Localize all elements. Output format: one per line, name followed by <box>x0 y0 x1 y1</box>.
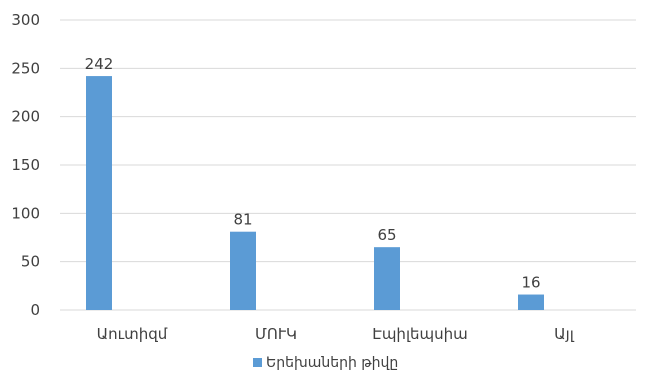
y-tick-label: 0 <box>30 301 40 319</box>
x-category-label: Աուտիզմ <box>97 325 168 343</box>
y-tick-label: 200 <box>11 108 40 126</box>
legend: Երեխաների թիվը <box>253 355 398 371</box>
bar <box>86 76 112 310</box>
gridlines <box>60 19 636 311</box>
legend-swatch <box>253 358 262 367</box>
y-tick-label: 150 <box>11 156 40 174</box>
data-label: 65 <box>377 226 396 244</box>
y-tick-label: 250 <box>11 59 40 77</box>
data-label: 242 <box>85 55 114 73</box>
y-tick-label: 100 <box>11 204 40 222</box>
x-category-label: Էպիլեպսիա <box>372 325 468 343</box>
bar <box>374 247 400 310</box>
bars <box>86 76 544 310</box>
data-label: 16 <box>521 274 540 292</box>
y-tick-label: 300 <box>11 11 40 29</box>
data-labels: 242 81 65 16 <box>85 55 541 291</box>
data-label: 81 <box>233 211 252 229</box>
legend-label: Երեխաների թիվը <box>266 355 398 371</box>
bar <box>230 231 256 310</box>
y-axis-tick-labels: 0 50 100 150 200 250 300 <box>11 11 40 319</box>
x-category-label: Այլ <box>554 325 575 343</box>
bar <box>518 294 544 310</box>
x-axis-category-labels: Աուտիզմ ՄՈՒԿ Էպիլեպսիա Այլ <box>97 325 575 343</box>
y-tick-label: 50 <box>21 253 40 271</box>
x-category-label: ՄՈՒԿ <box>255 325 297 343</box>
